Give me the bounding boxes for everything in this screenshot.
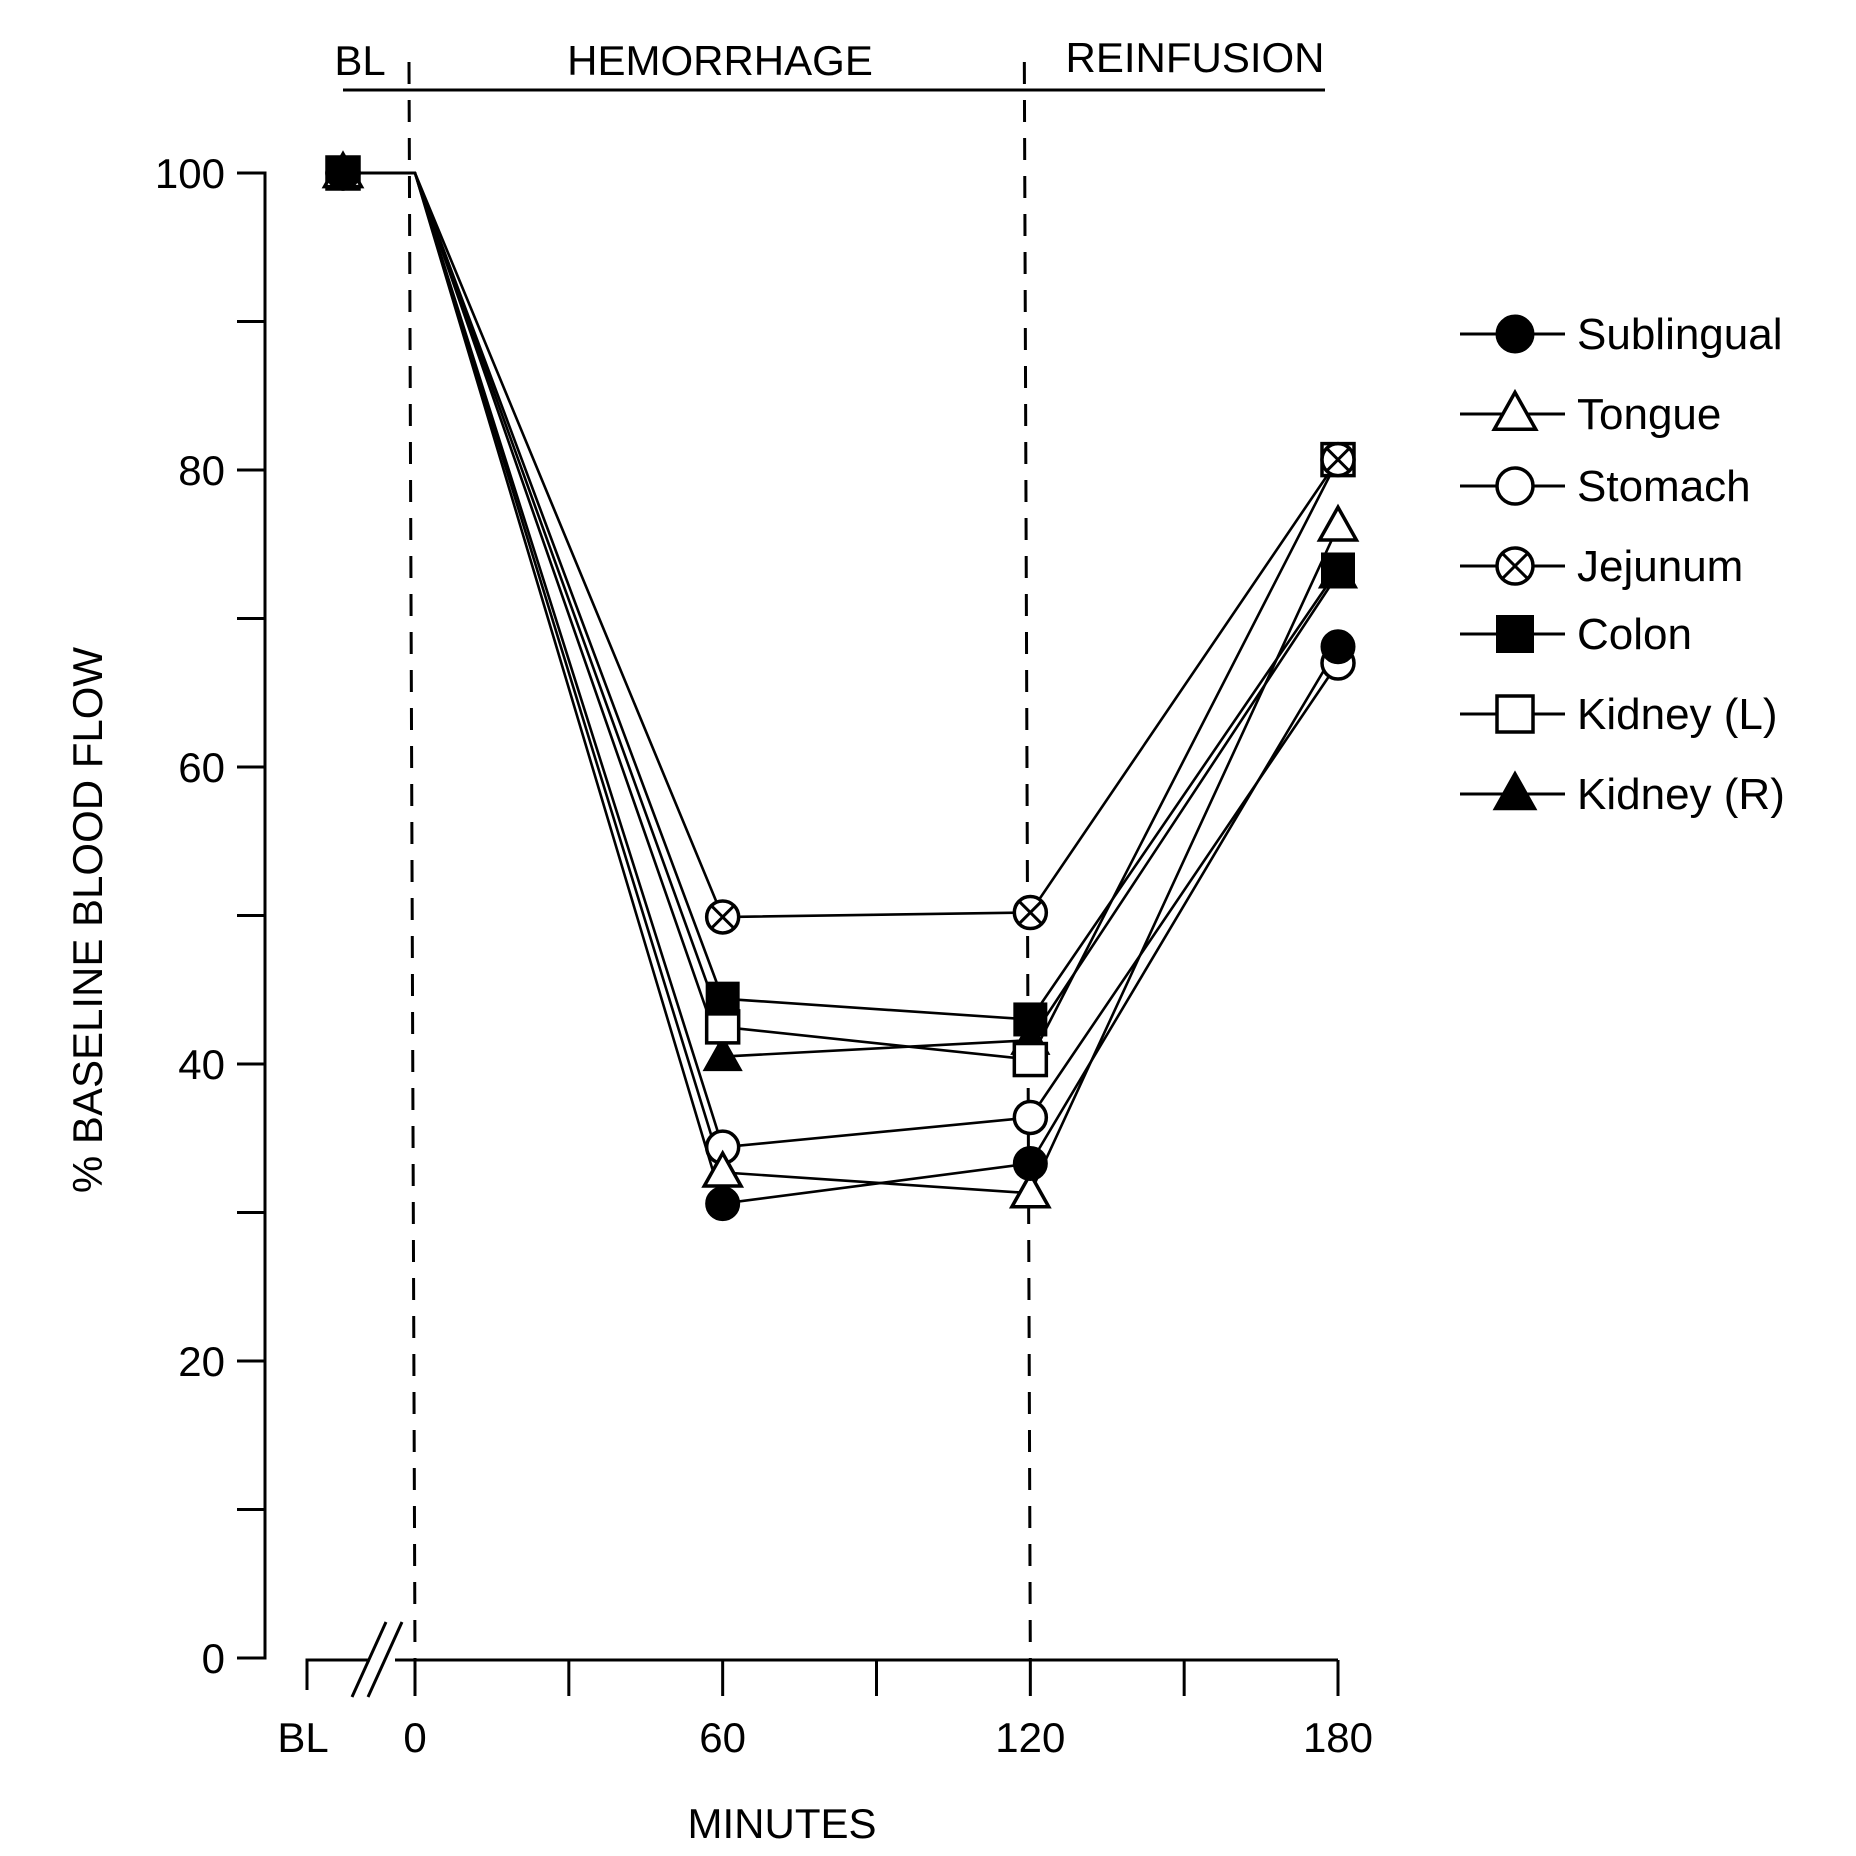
series-line-jejunum: [343, 171, 1340, 919]
legend-marker-stomach: [1495, 466, 1535, 506]
legend-marker-jejunum: [1495, 546, 1535, 586]
series-lines: [343, 171, 1340, 1206]
y-tick-label: 40: [178, 1041, 225, 1088]
legend-label: Tongue: [1577, 390, 1721, 439]
phase-header: BL HEMORRHAGE REINFUSION: [334, 34, 1325, 92]
legend-marker-kidney-r: [1492, 770, 1538, 811]
data-point-jejunum: [1320, 441, 1356, 478]
legend-marker-sublingual: [1495, 314, 1535, 354]
series-line-colon: [343, 171, 1340, 1021]
y-tick-label: 20: [178, 1338, 225, 1385]
legend-marker-kidney-l: [1495, 694, 1535, 734]
legend-item-tongue: Tongue: [1460, 388, 1721, 439]
phase-boundary-line: [407, 61, 417, 1661]
data-point-sublingual: [705, 1186, 741, 1222]
phase-boundaries: [407, 61, 1032, 1661]
legend-label: Jejunum: [1577, 542, 1743, 591]
series-line-kidney-l: [343, 171, 1340, 1061]
x-tick-label: 180: [1303, 1714, 1373, 1761]
x-tick-label: 60: [699, 1714, 746, 1761]
legend-label: Colon: [1577, 610, 1692, 659]
y-tick-label: 100: [155, 150, 225, 197]
x-axis-line-bl: [305, 1658, 370, 1690]
legend-item-kidney-r: Kidney (R): [1460, 770, 1785, 819]
x-ticks: BL 0 60 120 180: [277, 1660, 1373, 1761]
x-tick-label: 120: [995, 1714, 1065, 1761]
marker-cross: [1501, 552, 1529, 580]
data-point-stomach: [1012, 1099, 1049, 1136]
marker-cross: [1325, 447, 1351, 472]
y-tick-label: 80: [178, 447, 225, 494]
data-point-tongue: [1008, 1170, 1052, 1209]
data-point-kidney-r: [702, 1035, 743, 1072]
data-point-jejunum: [704, 899, 741, 935]
data-point-kidney-l: [1012, 1041, 1049, 1078]
legend-item-kidney-l: Kidney (L): [1460, 690, 1778, 739]
marker-cross: [1018, 900, 1043, 925]
legend-item-stomach: Stomach: [1460, 462, 1751, 511]
legend-label: Sublingual: [1577, 310, 1783, 359]
legend-marker-colon: [1496, 615, 1534, 653]
series-markers: [321, 150, 1360, 1222]
series-line-kidney-r: [343, 171, 1340, 1058]
data-point-tongue: [1316, 503, 1360, 542]
data-point-colon: [1013, 1002, 1048, 1037]
y-tick-label: 0: [202, 1635, 225, 1682]
axis-break-mark: [366, 1621, 404, 1698]
legend: Sublingual Tongue Stomach Jejunum Colon Kidne…: [1460, 310, 1785, 819]
legend-item-sublingual: Sublingual: [1460, 310, 1783, 359]
y-axis-label: % BASELINE BLOOD FLOW: [64, 647, 111, 1194]
axis-break-mark: [350, 1621, 388, 1698]
phase-label-hemorrhage: HEMORRHAGE: [567, 37, 873, 84]
data-point-tongue: [701, 1149, 745, 1188]
phase-boundary-line: [1022, 61, 1032, 1661]
legend-item-jejunum: Jejunum: [1460, 542, 1743, 591]
legend-label: Stomach: [1577, 462, 1751, 511]
marker-cross: [710, 904, 735, 930]
phase-label-bl: BL: [334, 37, 385, 84]
y-ticks: 0 20 40 60 80 100: [155, 150, 265, 1682]
x-tick-label: BL: [277, 1714, 328, 1761]
series-line-sublingual: [343, 171, 1340, 1206]
data-point-sublingual: [325, 155, 361, 191]
legend-label: Kidney (R): [1577, 770, 1785, 819]
data-point-colon: [1321, 552, 1355, 587]
data-point-sublingual: [1320, 629, 1356, 665]
data-point-jejunum: [1012, 894, 1049, 931]
series-line-stomach: [343, 171, 1340, 1149]
data-point-kidney-l: [704, 1009, 741, 1045]
phase-label-reinfusion: REINFUSION: [1065, 34, 1324, 81]
data-point-colon: [705, 981, 740, 1016]
data-point-sublingual: [1012, 1145, 1048, 1181]
legend-marker-tongue: [1491, 388, 1539, 432]
x-tick-label: 0: [403, 1714, 426, 1761]
legend-item-colon: Colon: [1460, 610, 1692, 659]
x-axis-label: MINUTES: [688, 1800, 877, 1847]
legend-label: Kidney (L): [1577, 690, 1778, 739]
y-tick-label: 60: [178, 744, 225, 791]
